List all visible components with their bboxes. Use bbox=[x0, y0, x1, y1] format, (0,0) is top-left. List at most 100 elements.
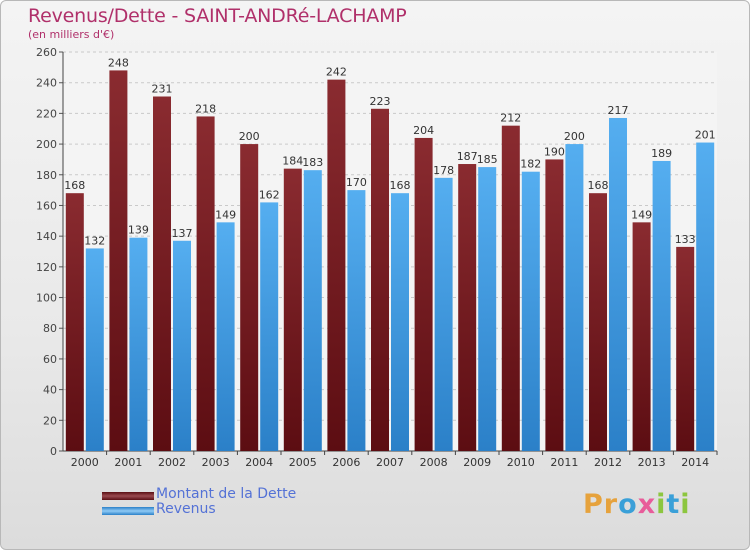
y-tick-label: 140 bbox=[36, 230, 57, 243]
data-label-revenus: 137 bbox=[172, 227, 193, 240]
data-label-dette: 248 bbox=[108, 56, 129, 69]
data-label-dette: 218 bbox=[195, 102, 216, 115]
x-tick-label: 2010 bbox=[507, 456, 535, 469]
bars bbox=[65, 70, 715, 452]
chart-subtitle: (en milliers d'€) bbox=[28, 28, 115, 41]
bar-dette bbox=[371, 108, 389, 452]
bar-dette bbox=[676, 246, 695, 451]
bar-revenus bbox=[391, 193, 409, 451]
bar-revenus bbox=[173, 240, 191, 451]
data-label-dette: 242 bbox=[326, 66, 347, 79]
y-tick-label: 20 bbox=[43, 414, 57, 427]
data-label-revenus: 183 bbox=[302, 156, 323, 169]
x-tick-label: 2000 bbox=[71, 456, 99, 469]
data-label-revenus: 189 bbox=[651, 147, 672, 160]
bar-dette bbox=[632, 222, 651, 451]
bar-dette bbox=[545, 159, 564, 451]
data-label-revenus: 182 bbox=[520, 158, 541, 171]
data-label-dette: 200 bbox=[239, 130, 260, 143]
bar-revenus bbox=[696, 142, 715, 452]
bar-revenus bbox=[434, 177, 453, 452]
bar-revenus bbox=[347, 190, 366, 451]
y-tick-label: 0 bbox=[50, 445, 57, 458]
y-tick-label: 40 bbox=[43, 384, 57, 397]
data-label-revenus: 139 bbox=[128, 224, 149, 237]
proxiti-logo: Proxiti bbox=[583, 489, 691, 520]
bar-revenus bbox=[216, 222, 235, 451]
bar-revenus bbox=[303, 170, 322, 451]
bar-dette bbox=[240, 144, 259, 452]
x-tick-label: 2005 bbox=[289, 456, 317, 469]
x-tick-label: 2006 bbox=[332, 456, 360, 469]
bar-dette bbox=[153, 96, 171, 451]
bar-revenus bbox=[260, 202, 279, 451]
y-tick-label: 120 bbox=[36, 261, 57, 274]
y-tick-label: 260 bbox=[36, 46, 57, 59]
y-tick-label: 80 bbox=[43, 322, 57, 335]
bar-dette bbox=[65, 193, 84, 451]
x-tick-label: 2009 bbox=[463, 456, 491, 469]
x-tick-label: 2011 bbox=[550, 456, 578, 469]
data-label-dette: 168 bbox=[588, 179, 609, 192]
x-tick-label: 2001 bbox=[114, 456, 142, 469]
x-tick-label: 2003 bbox=[202, 456, 230, 469]
data-label-revenus: 132 bbox=[84, 234, 105, 247]
axes: 0 20 40 60 80 100 120 140 160 180 200 220 240 260 2000… bbox=[36, 46, 718, 469]
bar-revenus bbox=[652, 160, 671, 451]
data-label-dette: 212 bbox=[500, 112, 521, 125]
data-label-revenus: 162 bbox=[259, 188, 280, 201]
bar-dette bbox=[501, 125, 520, 452]
legend-label-dette: Montant de la Dette bbox=[156, 486, 297, 502]
data-label-dette: 187 bbox=[457, 150, 478, 163]
bar-revenus bbox=[478, 167, 497, 451]
data-label-dette: 184 bbox=[282, 155, 303, 168]
y-tick-label: 240 bbox=[36, 77, 57, 90]
data-label-dette: 204 bbox=[413, 124, 434, 137]
data-label-revenus: 170 bbox=[346, 176, 367, 189]
bar-dette bbox=[283, 168, 302, 451]
bar-revenus bbox=[521, 171, 540, 451]
bar-revenus bbox=[129, 237, 148, 451]
chart-title: Revenus/Dette - SAINT-ANDRé-LACHAMP bbox=[28, 5, 407, 27]
data-label-revenus: 178 bbox=[433, 164, 454, 177]
gridlines bbox=[63, 51, 717, 452]
y-tick-label: 220 bbox=[36, 107, 57, 120]
bar-dette bbox=[414, 137, 433, 451]
y-tick-label: 160 bbox=[36, 199, 57, 212]
x-tick-label: 2012 bbox=[594, 456, 622, 469]
bar-dette bbox=[109, 70, 128, 452]
x-tick-label: 2014 bbox=[681, 456, 709, 469]
data-label-revenus: 185 bbox=[477, 153, 498, 166]
bar-revenus bbox=[565, 144, 584, 452]
data-labels: 168 132 248 139 231 137 218 149 200 162 184 183 242 1… bbox=[64, 56, 715, 247]
x-tick-label: 2002 bbox=[158, 456, 186, 469]
data-label-revenus: 200 bbox=[564, 130, 585, 143]
legend-label-revenus: Revenus bbox=[156, 501, 216, 517]
y-tick-label: 60 bbox=[43, 353, 57, 366]
data-label-dette: 231 bbox=[152, 83, 173, 96]
legend-swatch-dette bbox=[102, 492, 154, 500]
data-label-revenus: 149 bbox=[215, 208, 236, 221]
y-tick-label: 200 bbox=[36, 138, 57, 151]
data-label-revenus: 168 bbox=[390, 179, 411, 192]
y-tick-label: 180 bbox=[36, 169, 57, 182]
x-tick-label: 2004 bbox=[245, 456, 273, 469]
bar-revenus bbox=[609, 117, 627, 451]
y-tick-label: 100 bbox=[36, 292, 57, 305]
data-label-revenus: 201 bbox=[695, 129, 716, 142]
bar-dette bbox=[327, 79, 346, 451]
bar-dette bbox=[589, 193, 607, 451]
x-tick-label: 2008 bbox=[420, 456, 448, 469]
data-label-revenus: 217 bbox=[608, 104, 629, 117]
data-label-dette: 133 bbox=[675, 233, 696, 246]
bar-dette bbox=[196, 116, 215, 451]
legend-swatch-revenus bbox=[102, 507, 154, 515]
x-tick-label: 2007 bbox=[376, 456, 404, 469]
data-label-dette: 168 bbox=[64, 179, 85, 192]
bar-dette bbox=[458, 164, 477, 451]
data-label-dette: 223 bbox=[370, 95, 391, 108]
bar-revenus bbox=[85, 248, 104, 451]
x-tick-label: 2013 bbox=[638, 456, 666, 469]
